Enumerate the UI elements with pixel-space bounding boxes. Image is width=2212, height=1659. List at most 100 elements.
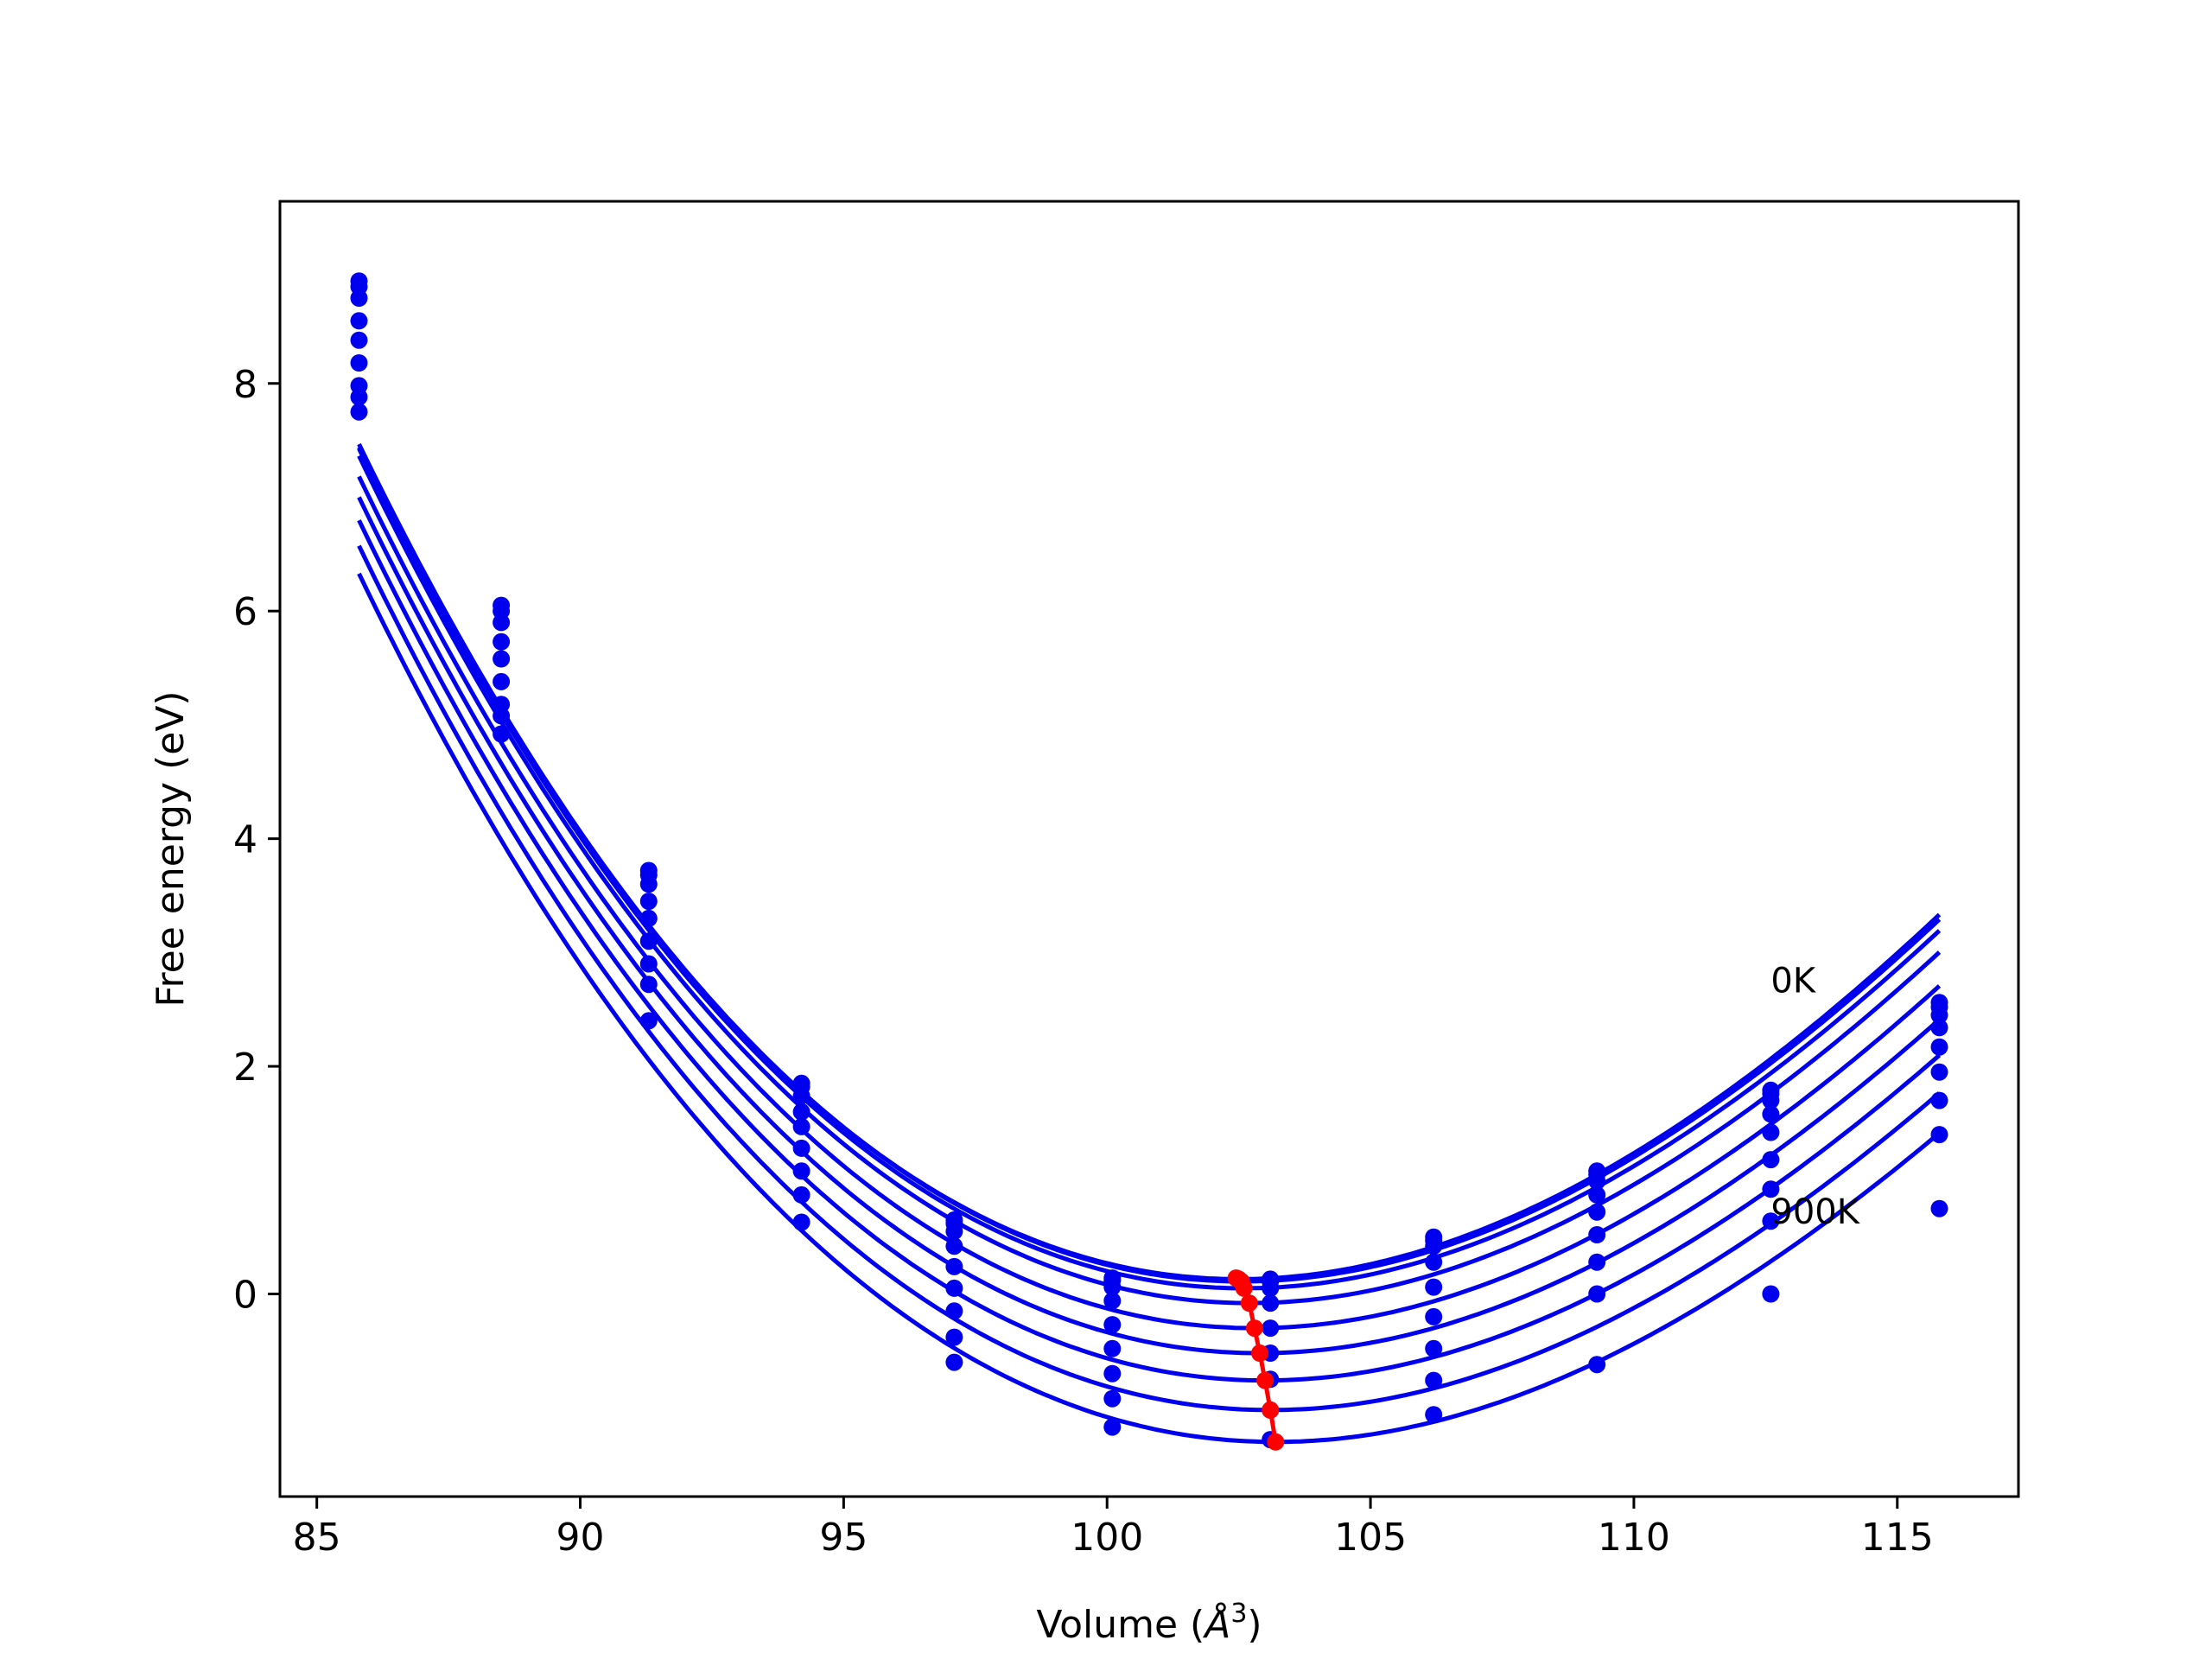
- data-point-s7-11: [1930, 1091, 1948, 1109]
- data-point-s5-10: [1762, 1123, 1780, 1141]
- data-point-s3-6: [1103, 1278, 1122, 1296]
- data-point-s5-2: [493, 650, 511, 668]
- data-point-s6-4: [792, 1139, 810, 1157]
- x-axis-label: Volume (Å3): [1036, 1599, 1262, 1647]
- data-point-s3-7: [1262, 1279, 1280, 1297]
- x-tick-label-110: 110: [1598, 1516, 1670, 1560]
- data-point-s8-4: [792, 1185, 810, 1204]
- data-point-s4-9: [1588, 1185, 1606, 1204]
- minimum-point-10: [1267, 1433, 1285, 1451]
- data-point-s8-1: [350, 388, 368, 406]
- data-point-s9-1: [350, 403, 368, 421]
- data-point-s3-9: [1588, 1173, 1606, 1191]
- x-tick-label-100: 100: [1071, 1516, 1143, 1560]
- data-point-s5-5: [945, 1257, 963, 1275]
- x-axis-label-text: Volume (: [1036, 1603, 1205, 1647]
- data-point-s3-3: [639, 875, 658, 893]
- data-point-s8-6: [1103, 1389, 1122, 1408]
- data-point-s6-11: [1930, 1063, 1948, 1081]
- data-point-s9-8: [1425, 1406, 1443, 1424]
- data-point-s4-7: [1262, 1294, 1280, 1313]
- data-point-s4-10: [1762, 1105, 1780, 1123]
- data-point-s3-10: [1762, 1091, 1780, 1109]
- data-point-s5-6: [1103, 1316, 1122, 1334]
- data-point-s6-6: [1103, 1339, 1122, 1357]
- data-point-s6-3: [639, 932, 658, 950]
- data-point-s9-3: [639, 1012, 658, 1030]
- fit-curve-5: [357, 475, 1942, 1331]
- data-point-s4-6: [1103, 1292, 1122, 1310]
- y-tick-label-6: 6: [233, 590, 257, 634]
- data-point-s9-2: [493, 725, 511, 743]
- data-point-s7-10: [1762, 1180, 1780, 1198]
- annotations: 0K 900K: [1770, 962, 1860, 1232]
- x-tick-label-105: 105: [1334, 1516, 1407, 1560]
- plot-area: [350, 272, 1948, 1451]
- data-point-s6-9: [1588, 1226, 1606, 1243]
- x-axis-label-close: ): [1247, 1603, 1262, 1647]
- data-point-s4-11: [1930, 1019, 1948, 1037]
- data-point-s7-5: [945, 1302, 963, 1320]
- data-point-s3-5: [945, 1223, 963, 1241]
- x-tick-label-95: 95: [819, 1516, 868, 1560]
- minimum-point-8: [1256, 1371, 1274, 1389]
- y-tick-label-2: 2: [233, 1046, 257, 1090]
- data-point-s9-4: [792, 1213, 810, 1231]
- data-point-s3-4: [792, 1087, 810, 1105]
- plot-frame: [278, 200, 2020, 1498]
- data-point-s8-8: [1425, 1371, 1443, 1389]
- y-tick-label-8: 8: [233, 363, 257, 407]
- data-point-s9-6: [1103, 1418, 1122, 1436]
- data-point-s8-9: [1588, 1285, 1606, 1303]
- x-tick-label-90: 90: [556, 1516, 605, 1560]
- fit-curve-7: [357, 519, 1942, 1383]
- data-point-s8-3: [639, 976, 658, 994]
- x-tick-label-115: 115: [1861, 1516, 1934, 1560]
- data-point-s5-11: [1930, 1038, 1948, 1056]
- data-point-s8-5: [945, 1328, 963, 1346]
- data-point-s9-10: [1762, 1285, 1780, 1303]
- y-axis-label: Free energy (eV): [149, 690, 193, 1007]
- minimum-point-4: [1235, 1279, 1253, 1297]
- y-tick-label-0: 0: [233, 1274, 257, 1318]
- data-point-s8-10: [1762, 1212, 1780, 1230]
- data-point-s6-8: [1425, 1307, 1443, 1325]
- data-point-s3-8: [1425, 1237, 1443, 1255]
- data-point-s8-2: [493, 707, 511, 725]
- fit-curve-3: [357, 448, 1942, 1291]
- data-point-s5-3: [639, 909, 658, 927]
- data-point-s7-6: [1103, 1364, 1122, 1382]
- data-point-s7-9: [1588, 1253, 1606, 1271]
- data-point-s4-2: [493, 632, 511, 651]
- data-point-s4-1: [350, 312, 368, 330]
- data-point-s3-1: [350, 289, 368, 307]
- minimum-point-7: [1251, 1344, 1268, 1362]
- data-point-s9-9: [1588, 1356, 1606, 1374]
- fit-curve-9: [357, 572, 1942, 1445]
- data-point-s4-5: [945, 1237, 963, 1255]
- data-point-s7-4: [792, 1162, 810, 1180]
- fit-curve-8: [357, 544, 1942, 1413]
- data-point-s4-4: [792, 1103, 810, 1121]
- x-axis: 85 90 95 100 105 110 115: [293, 1497, 1934, 1560]
- data-point-s9-11: [1930, 1199, 1948, 1217]
- data-point-s6-10: [1762, 1151, 1780, 1169]
- minimum-point-6: [1245, 1319, 1263, 1338]
- data-point-s4-8: [1425, 1253, 1443, 1271]
- fit-curve-2: [357, 442, 1942, 1284]
- fit-curve-6: [357, 496, 1942, 1356]
- data-point-s5-1: [350, 331, 368, 349]
- annotation-1: 0K: [1770, 962, 1816, 1001]
- data-point-s5-7: [1262, 1319, 1280, 1338]
- data-point-s5-4: [792, 1117, 810, 1135]
- y-tick-label-4: 4: [233, 818, 257, 862]
- annotation-2: 900K: [1770, 1192, 1860, 1232]
- data-point-s6-2: [493, 672, 511, 690]
- minimum-point-5: [1240, 1294, 1258, 1313]
- data-point-s3-2: [493, 613, 511, 632]
- x-axis-label-symbol: Å: [1202, 1601, 1230, 1647]
- y-axis: 0 2 4 6 8: [233, 363, 280, 1318]
- data-point-s9-5: [945, 1353, 963, 1371]
